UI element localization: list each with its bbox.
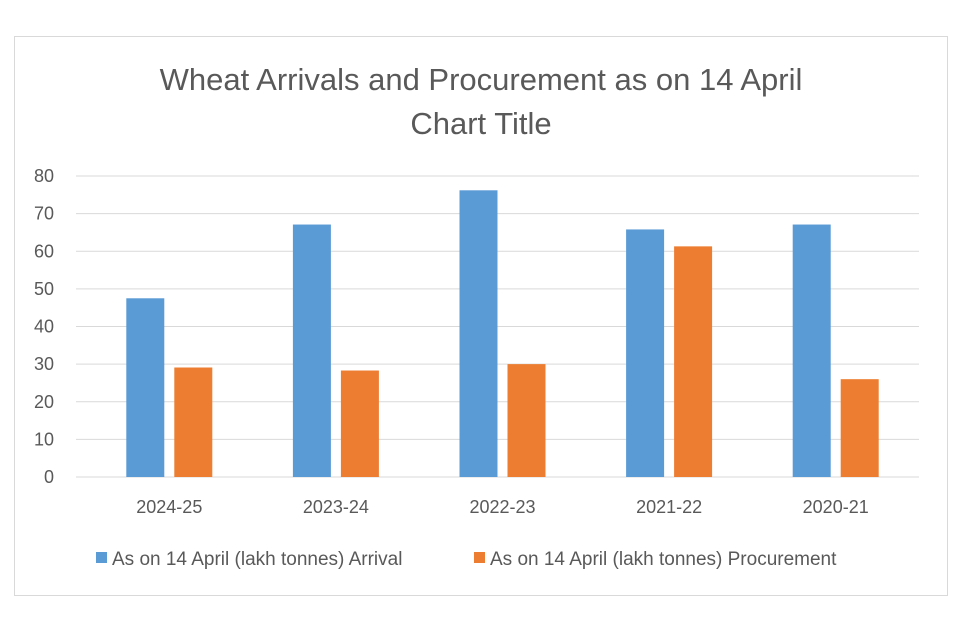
y-tick-label: 70	[34, 204, 54, 224]
bar-2023-24-procurement	[340, 370, 379, 477]
bar-2024-25-procurement	[174, 367, 213, 477]
bar-2020-21-arrival	[792, 224, 831, 477]
bar-2022-23-procurement	[507, 364, 546, 477]
bar-2024-25-arrival	[126, 298, 165, 477]
bar-2023-24-arrival	[292, 224, 331, 477]
y-axis: 0 10 20 30 40 50 60 70 80	[34, 166, 54, 487]
bar-2021-22-procurement	[674, 246, 713, 477]
legend-label: As on 14 April (lakh tonnes) Procurement	[490, 549, 837, 570]
x-tick-label: 2022-23	[469, 497, 535, 517]
bar-2022-23-arrival	[459, 190, 498, 478]
y-tick-label: 20	[34, 392, 54, 412]
legend: As on 14 April (lakh tonnes) Arrival As o…	[96, 549, 837, 570]
y-tick-label: 10	[34, 429, 54, 449]
x-tick-label: 2021-22	[636, 497, 702, 517]
x-tick-label: 2023-24	[303, 497, 369, 517]
bar-2021-22-arrival	[626, 229, 665, 477]
chart-title: Wheat Arrivals and Procurement as on 14 …	[160, 62, 803, 97]
legend-swatch	[96, 552, 107, 563]
y-tick-label: 40	[34, 317, 54, 337]
y-tick-label: 60	[34, 241, 54, 261]
y-tick-label: 50	[34, 279, 54, 299]
y-tick-label: 80	[34, 166, 54, 186]
bars	[126, 190, 879, 478]
x-tick-label: 2020-21	[803, 497, 869, 517]
bar-2020-21-procurement	[840, 379, 879, 477]
y-tick-label: 30	[34, 354, 54, 374]
chart-subtitle: Chart Title	[410, 106, 551, 141]
legend-label: As on 14 April (lakh tonnes) Arrival	[112, 549, 402, 570]
x-tick-label: 2024-25	[136, 497, 202, 517]
legend-swatch	[474, 552, 485, 563]
x-axis: 2024-25 2023-24 2022-23 2021-22 2020-21	[136, 497, 868, 517]
y-tick-label: 0	[44, 467, 54, 487]
